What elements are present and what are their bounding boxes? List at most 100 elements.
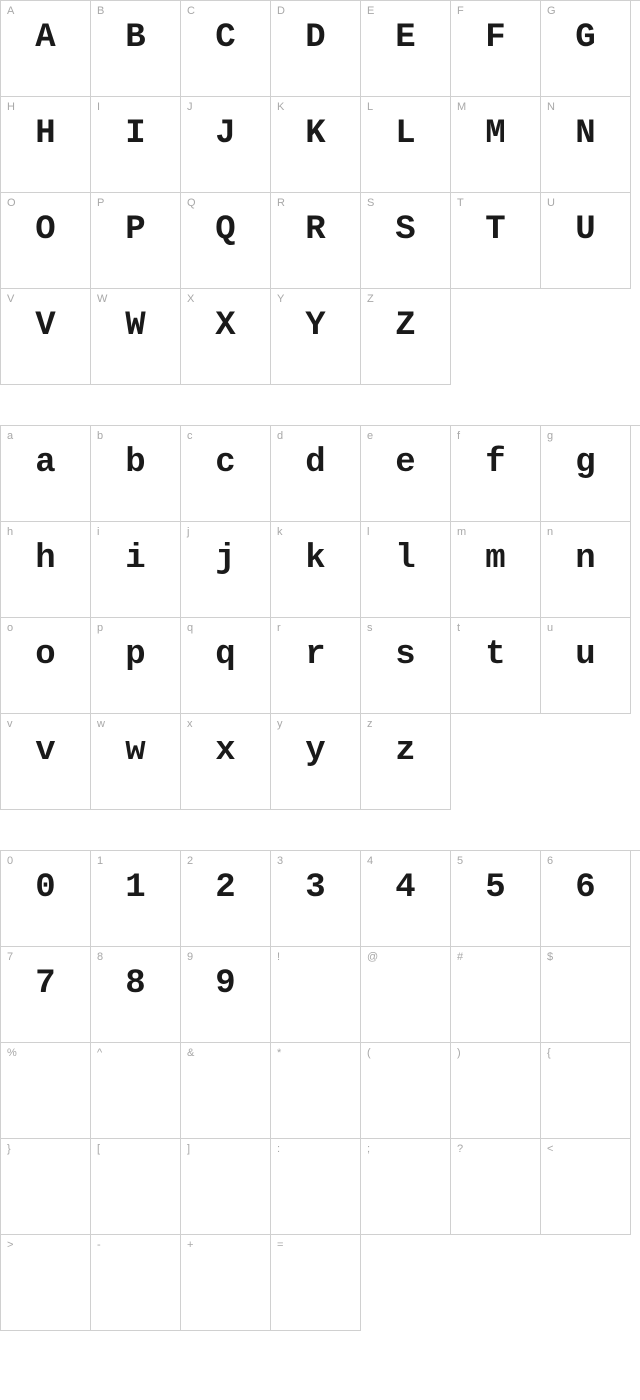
glyph-cell: SS <box>361 193 451 289</box>
glyph-cell: > <box>1 1235 91 1331</box>
glyph-cell: zz <box>361 714 451 810</box>
glyph-cell: xx <box>181 714 271 810</box>
glyph-label: n <box>547 526 553 538</box>
glyph-label: N <box>547 101 555 113</box>
glyph-char: R <box>271 211 360 249</box>
glyph-char: F <box>451 19 540 57</box>
glyph-char: T <box>451 211 540 249</box>
glyph-cell: * <box>271 1043 361 1139</box>
glyph-label: ) <box>457 1047 461 1059</box>
glyph-label: I <box>97 101 100 113</box>
glyph-label: B <box>97 5 104 17</box>
glyph-label: 9 <box>187 951 193 963</box>
glyph-label: s <box>367 622 373 634</box>
glyph-label: ; <box>367 1143 370 1155</box>
glyph-cell: CC <box>181 1 271 97</box>
glyph-cell: { <box>541 1043 631 1139</box>
glyph-label: W <box>97 293 107 305</box>
glyph-cell: QQ <box>181 193 271 289</box>
glyph-label: $ <box>547 951 553 963</box>
glyph-label: 0 <box>7 855 13 867</box>
glyph-cell: RR <box>271 193 361 289</box>
glyph-label: J <box>187 101 193 113</box>
empty-cell <box>361 1235 451 1331</box>
glyph-char: q <box>181 636 270 674</box>
empty-cell <box>451 289 541 385</box>
glyph-char: 9 <box>181 965 270 1003</box>
glyph-grid: AABBCCDDEEFFGGHHIIJJKKLLMMNNOOPPQQRRSSTT… <box>0 0 640 385</box>
glyph-cell: % <box>1 1043 91 1139</box>
glyph-label: k <box>277 526 283 538</box>
glyph-char: 1 <box>91 869 180 907</box>
glyph-char: 7 <box>1 965 90 1003</box>
glyph-label: v <box>7 718 13 730</box>
glyph-cell: ] <box>181 1139 271 1235</box>
glyph-label: z <box>367 718 373 730</box>
empty-cell <box>541 714 631 810</box>
glyph-char: D <box>271 19 360 57</box>
glyph-label: b <box>97 430 103 442</box>
glyph-char: A <box>1 19 90 57</box>
glyph-label: Q <box>187 197 196 209</box>
glyph-label: - <box>97 1239 101 1251</box>
glyph-cell: DD <box>271 1 361 97</box>
glyph-label: R <box>277 197 285 209</box>
glyph-label: e <box>367 430 373 442</box>
glyph-char: d <box>271 444 360 482</box>
glyph-cell: NN <box>541 97 631 193</box>
glyph-cell: TT <box>451 193 541 289</box>
glyph-char: K <box>271 115 360 153</box>
glyph-cell: ff <box>451 426 541 522</box>
glyph-cell: } <box>1 1139 91 1235</box>
glyph-label: O <box>7 197 16 209</box>
glyph-char: h <box>1 540 90 578</box>
glyph-cell: WW <box>91 289 181 385</box>
glyph-label: > <box>7 1239 13 1251</box>
glyph-char: 5 <box>451 869 540 907</box>
glyph-char: f <box>451 444 540 482</box>
glyph-cell: ww <box>91 714 181 810</box>
glyph-cell: ee <box>361 426 451 522</box>
glyph-char: 0 <box>1 869 90 907</box>
glyph-cell: vv <box>1 714 91 810</box>
glyph-label: Z <box>367 293 374 305</box>
glyph-char: I <box>91 115 180 153</box>
glyph-char: l <box>361 540 450 578</box>
glyph-label: j <box>187 526 189 538</box>
glyph-label: { <box>547 1047 551 1059</box>
glyph-grid: 00112233445566778899!@#$%^&*(){}[]:;?<>-… <box>0 850 640 1331</box>
glyph-cell: FF <box>451 1 541 97</box>
glyph-cell: 33 <box>271 851 361 947</box>
glyph-cell: 22 <box>181 851 271 947</box>
glyph-char: 8 <box>91 965 180 1003</box>
glyph-char: a <box>1 444 90 482</box>
glyph-char: B <box>91 19 180 57</box>
glyph-label: p <box>97 622 103 634</box>
glyph-label: [ <box>97 1143 100 1155</box>
glyph-cell: ) <box>451 1043 541 1139</box>
glyph-label: F <box>457 5 464 17</box>
glyph-char: Z <box>361 307 450 345</box>
glyph-label: Y <box>277 293 284 305</box>
glyph-label: 6 <box>547 855 553 867</box>
glyph-label: w <box>97 718 105 730</box>
glyph-char: W <box>91 307 180 345</box>
empty-cell <box>541 1235 631 1331</box>
glyph-char: o <box>1 636 90 674</box>
glyph-label: 2 <box>187 855 193 867</box>
glyph-cell: AA <box>1 1 91 97</box>
glyph-label: C <box>187 5 195 17</box>
glyph-char: Q <box>181 211 270 249</box>
glyph-label: q <box>187 622 193 634</box>
glyph-char: c <box>181 444 270 482</box>
glyph-char: j <box>181 540 270 578</box>
glyph-label: m <box>457 526 466 538</box>
glyph-label: X <box>187 293 194 305</box>
glyph-label: A <box>7 5 14 17</box>
glyph-cell: yy <box>271 714 361 810</box>
glyph-label: } <box>7 1143 11 1155</box>
section-digits-symbols: 00112233445566778899!@#$%^&*(){}[]:;?<>-… <box>0 850 640 1331</box>
glyph-char: k <box>271 540 360 578</box>
glyph-char: 6 <box>541 869 630 907</box>
glyph-cell: nn <box>541 522 631 618</box>
